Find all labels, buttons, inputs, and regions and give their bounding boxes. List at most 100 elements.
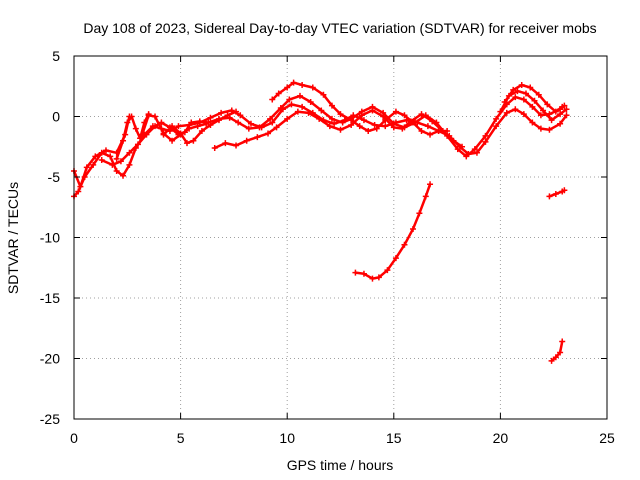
data-point: [215, 117, 222, 124]
data-point: [309, 84, 316, 91]
series-track-7: [211, 107, 466, 151]
data-point: [109, 161, 116, 168]
data-point: [245, 125, 252, 132]
data-point: [243, 137, 250, 144]
x-tick-label: 20: [493, 430, 509, 446]
data-point: [337, 126, 344, 133]
data-point: [107, 153, 114, 160]
data-point: [237, 112, 244, 119]
data-point: [559, 103, 566, 110]
data-point: [277, 105, 284, 112]
x-tick-label: 0: [70, 430, 78, 446]
data-point: [169, 123, 176, 130]
data-point: [563, 106, 570, 113]
data-point: [482, 132, 489, 139]
data-point: [529, 103, 536, 110]
data-point: [352, 269, 359, 276]
data-point: [435, 128, 442, 135]
data-point: [450, 137, 457, 144]
data-point: [328, 102, 335, 109]
data-point: [126, 161, 133, 168]
data-point: [318, 107, 325, 114]
y-tick-label: -5: [48, 169, 61, 185]
data-point: [559, 338, 566, 345]
data-point: [537, 112, 544, 119]
data-point: [233, 142, 240, 149]
data-point: [418, 111, 425, 118]
data-point: [552, 190, 559, 197]
data-point: [81, 174, 88, 180]
data-point: [471, 146, 478, 153]
data-point: [557, 120, 564, 127]
data-point: [535, 91, 542, 98]
data-point: [529, 119, 536, 126]
axis-ticks: 0 5 10 15 20 25 -25 -20 -15 -10 -5 0 5: [40, 48, 615, 446]
data-point: [505, 92, 512, 99]
data-point: [497, 108, 504, 115]
y-axis-label: SDTVAR / TECUs: [5, 182, 21, 294]
data-point: [211, 144, 218, 151]
x-tick-label: 15: [386, 430, 402, 446]
data-point: [190, 137, 197, 144]
data-point: [382, 123, 389, 130]
data-point: [518, 82, 525, 89]
data-point: [424, 123, 431, 130]
data-point: [493, 115, 500, 122]
data-point: [416, 210, 423, 217]
data-point: [90, 161, 97, 168]
data-point: [546, 193, 553, 200]
data-point: [194, 123, 201, 130]
data-point: [247, 120, 254, 127]
data-point: [384, 267, 391, 274]
data-point: [371, 121, 378, 128]
y-tick-label: 5: [52, 48, 60, 64]
series-track-13: [548, 338, 566, 364]
data-point: [307, 98, 314, 105]
data-point: [373, 125, 380, 132]
data-point: [132, 125, 139, 132]
x-axis-label: GPS time / hours: [287, 457, 394, 473]
data-point: [267, 115, 274, 122]
data-point: [269, 119, 276, 126]
data-point: [186, 125, 193, 132]
data-point: [339, 119, 346, 126]
data-point: [382, 117, 389, 124]
data-point: [360, 270, 367, 277]
y-tick-label: -15: [40, 290, 60, 306]
data-point: [139, 131, 146, 138]
data-point: [512, 106, 519, 113]
data-point: [399, 125, 406, 132]
x-tick-label: 5: [177, 430, 185, 446]
data-point: [198, 128, 205, 135]
data-point: [454, 146, 461, 153]
data-point: [269, 96, 276, 103]
series-track-10: [497, 88, 570, 124]
data-point: [369, 275, 376, 282]
data-point: [117, 158, 124, 165]
data-point: [546, 126, 553, 133]
data-point: [288, 101, 295, 108]
data-point: [296, 92, 303, 99]
data-point: [273, 124, 280, 131]
data-point: [188, 119, 195, 126]
data-point: [233, 108, 240, 115]
series-track-11: [352, 181, 434, 282]
data-point: [348, 117, 355, 124]
data-point: [160, 131, 167, 138]
data-point: [552, 108, 559, 115]
data-point: [544, 101, 551, 108]
data-point: [503, 109, 510, 116]
data-point: [356, 123, 363, 130]
data-point: [299, 82, 306, 89]
data-point: [124, 119, 131, 126]
data-point: [459, 143, 466, 150]
series-track-9: [501, 82, 566, 115]
data-point: [540, 107, 547, 114]
data-point: [75, 188, 82, 195]
data-point: [284, 84, 291, 91]
data-point: [113, 155, 120, 162]
data-point: [552, 354, 559, 361]
data-point: [207, 121, 214, 128]
data-point: [320, 91, 327, 98]
